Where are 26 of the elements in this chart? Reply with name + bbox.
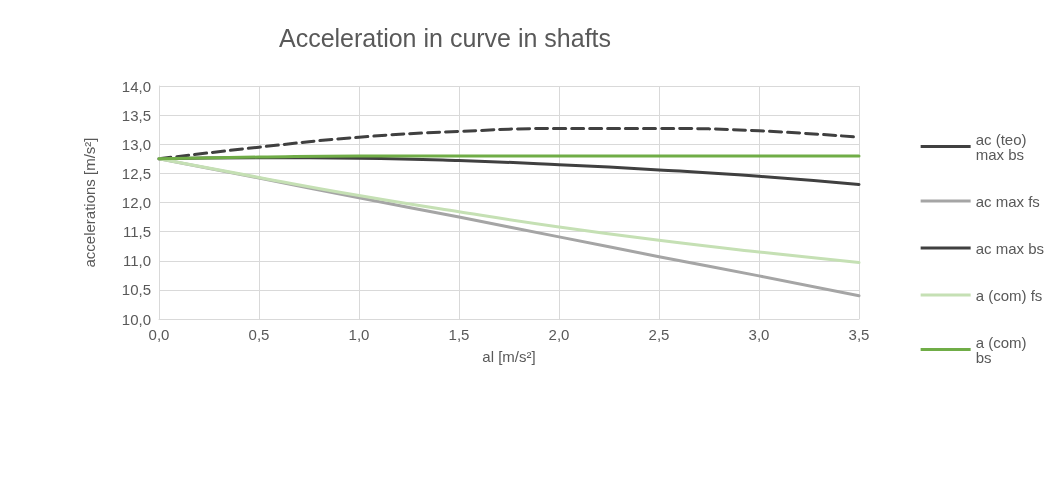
y-tick-label: 14,0 xyxy=(121,77,151,95)
x-tick-label: 0,5 xyxy=(248,326,270,343)
x-tick-label: 3,0 xyxy=(748,326,770,343)
legend-label: ac max fs xyxy=(975,192,1040,210)
legend-label: a (com) fs xyxy=(975,286,1043,304)
y-tick-label: 12,0 xyxy=(121,194,151,211)
y-tick-label: 11,5 xyxy=(122,223,151,241)
x-axis-title: al [m/s²] xyxy=(482,348,536,365)
y-tick-label: 10,5 xyxy=(121,281,151,299)
x-tick-label: 1,0 xyxy=(348,326,370,343)
legend-label: ac (teo) max bs xyxy=(975,130,1031,163)
y-tick-label: 13,5 xyxy=(121,106,151,124)
legend-label: a (com) bs xyxy=(975,333,1031,366)
y-tick-label: 10,0 xyxy=(121,310,151,328)
x-tick-label: 0,0 xyxy=(148,326,170,343)
x-tick-label: 2,5 xyxy=(648,326,670,343)
y-tick-label: 13,0 xyxy=(121,135,151,153)
chart-title: Acceleration in curve in shafts xyxy=(278,23,612,52)
x-tick-label: 2,0 xyxy=(548,326,570,343)
x-tick-label: 1,5 xyxy=(448,326,470,343)
y-tick-label: 11,0 xyxy=(122,252,151,270)
x-tick-label: 3,5 xyxy=(848,326,870,343)
y-tick-label: 12,5 xyxy=(121,164,151,182)
line-series xyxy=(157,157,861,264)
y-axis-title: accelerations [m/s²] xyxy=(81,137,98,268)
legend-label: ac max bs xyxy=(975,239,1044,257)
